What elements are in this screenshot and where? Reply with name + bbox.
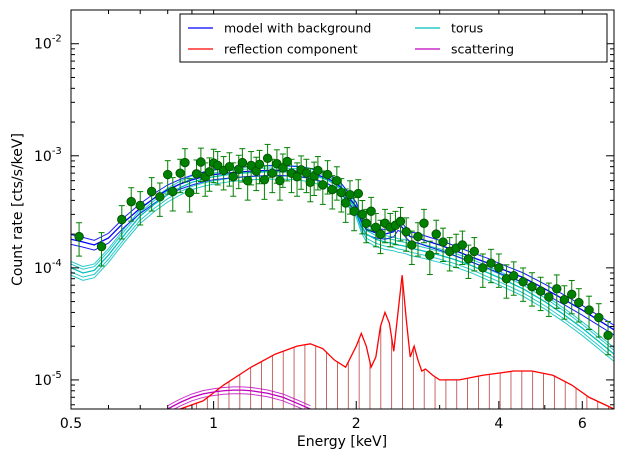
legend-box [179,13,608,63]
legend-label: model with background [224,21,371,36]
data-point [322,169,333,180]
data-point [135,200,145,211]
data-point [357,209,368,220]
y-tick-label: 10-3 [34,146,62,165]
data-point [463,254,474,264]
data-point [237,157,248,168]
data-point [366,206,376,216]
data-point [494,263,504,273]
data-point [184,187,195,198]
data-point [535,286,546,296]
data-point [419,218,429,228]
data-point [340,198,351,208]
x-tick-label: 2 [352,416,361,432]
data-point [146,186,157,197]
data-point [126,196,136,207]
data-point [175,168,185,178]
data-point [336,187,347,198]
data-point [594,312,604,323]
data-point [401,227,411,237]
data-point [349,206,359,216]
data-point [425,250,435,260]
data-point [74,231,84,242]
data-point [267,168,277,178]
data-point [469,246,479,257]
data-point [486,258,496,268]
series-line-scattering [167,389,311,409]
data-point [212,160,223,171]
data-point [353,188,363,199]
data-point [574,297,584,308]
y-tick-label: 10-4 [34,258,62,277]
scattering-band-line [173,393,304,409]
data-point [603,330,613,341]
data-point [438,237,448,247]
data-points [74,143,613,356]
plot-frame [70,9,615,410]
legend-label: torus [451,21,483,36]
y-tick-label: 10-5 [34,370,62,389]
data-point [457,240,468,250]
data-point [117,214,127,225]
data-point [318,180,328,190]
data-point [375,229,386,239]
data-point [155,192,165,202]
data-point [242,175,253,186]
legend-label: reflection component [224,42,358,57]
data-point [180,157,190,168]
data-point [567,289,577,300]
data-point [282,156,292,167]
data-point [544,292,554,302]
legend: model with background torus reflection com… [179,13,608,63]
scattering-band-line [167,386,311,407]
data-point [224,161,235,172]
x-axis-label: Energy [keV] [297,434,387,450]
y-tick-label: 10-2 [34,34,62,53]
data-point [527,281,537,292]
data-point [395,216,406,227]
data-point [163,169,173,180]
data-point [559,294,570,305]
data-point [327,184,337,195]
data-point [96,241,107,252]
data-point [228,172,238,182]
data-point [478,263,488,273]
data-point [361,218,371,228]
data-point [196,157,206,167]
data-point [332,175,342,186]
data-point [301,168,312,178]
series-line-model-with-background [71,169,614,331]
data-point [313,165,323,176]
data-point [254,159,265,169]
y-axis-label: Count rate [cts/s/keV] [10,133,26,286]
x-tick-label: 6 [578,416,587,432]
data-point [518,277,528,287]
data-point [262,153,273,163]
x-tick-label: 1 [209,416,218,432]
data-point [431,229,441,239]
series-line-reflection-component [179,275,614,409]
data-point [413,231,423,242]
data-point [552,284,562,294]
data-point [509,271,519,281]
data-point [191,169,202,179]
data-point [168,186,178,197]
x-tick-label: 4 [494,416,503,432]
legend-label: scattering [451,42,514,57]
x-tick-label: 0.5 [60,416,82,432]
data-point [407,240,417,250]
data-point [275,175,285,186]
data-point [584,305,594,315]
data-point [204,167,215,177]
